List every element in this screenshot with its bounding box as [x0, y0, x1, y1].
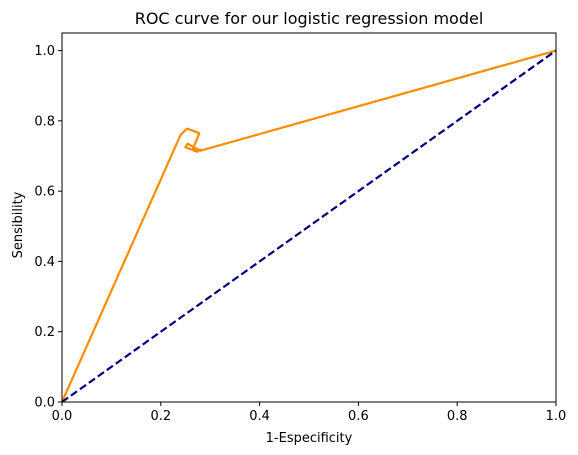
y-tick-label: 0.6	[34, 185, 55, 200]
x-tick-label: 0.0	[52, 409, 73, 424]
plot-frame	[61, 32, 557, 403]
x-tick-label: 0.6	[348, 409, 369, 424]
chart-title: ROC curve for our logistic regression mo…	[135, 9, 484, 28]
x-axis-label: 1-Especificity	[266, 431, 353, 446]
y-tick-label: 0.2	[34, 325, 55, 340]
y-tick-label: 1.0	[34, 44, 55, 59]
y-tick-label: 0.0	[34, 396, 55, 411]
axes-layer: 0.0 0.2 0.4 0.6 0.8 1.0 0.0 0.2 0.4 0.6 0.8 1.0	[34, 32, 567, 424]
y-axis-label: Sensibility	[11, 191, 26, 258]
y-tick-label: 0.4	[34, 255, 55, 270]
plot-area	[62, 33, 556, 402]
x-tick-label: 0.8	[447, 409, 468, 424]
x-tick-label: 0.4	[249, 409, 270, 424]
roc-curve-line	[62, 49, 556, 402]
plot-background	[62, 33, 556, 402]
series-layer	[62, 49, 556, 402]
x-tick-label: 1.0	[546, 409, 567, 424]
diagonal-reference-line	[62, 49, 556, 402]
x-tick-label: 0.2	[150, 409, 171, 424]
y-tick-label: 0.8	[34, 114, 55, 129]
